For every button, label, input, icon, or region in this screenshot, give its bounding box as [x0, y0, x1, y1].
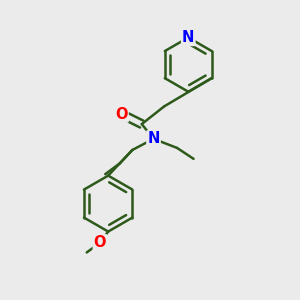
- Text: O: O: [94, 235, 106, 250]
- Text: O: O: [115, 106, 128, 122]
- Text: N: N: [182, 30, 194, 45]
- Text: N: N: [147, 131, 160, 146]
